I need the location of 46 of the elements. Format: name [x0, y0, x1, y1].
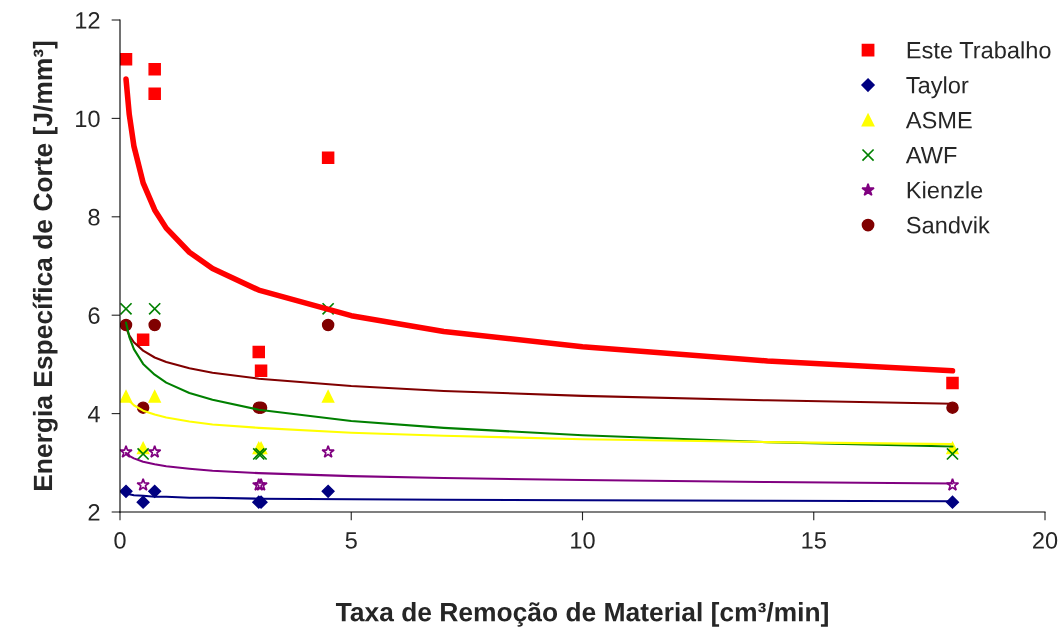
legend-label: Kienzle — [907, 181, 983, 199]
legend-label: Este Trabalho — [907, 41, 1051, 59]
point — [321, 444, 335, 458]
point — [321, 390, 335, 403]
x-tick-label: 15 — [802, 532, 826, 549]
legend-label: AWF — [905, 147, 957, 164]
x-tick-label: 0 — [114, 532, 126, 549]
point — [136, 477, 150, 491]
y-tick-label: 2 — [88, 504, 100, 521]
y-tick-label: 6 — [88, 307, 100, 324]
point — [254, 364, 268, 378]
point — [147, 444, 162, 458]
point — [252, 345, 266, 359]
point — [136, 495, 150, 509]
legend-label: ASME — [905, 111, 972, 129]
y-tick-label: 4 — [87, 405, 100, 423]
point — [321, 151, 335, 165]
point — [946, 401, 959, 414]
point — [148, 302, 162, 316]
point — [136, 333, 150, 347]
y-tick-label: 12 — [76, 12, 100, 29]
point — [148, 484, 162, 498]
point — [120, 444, 133, 458]
y-tick-label: 8 — [88, 208, 100, 226]
point — [148, 318, 161, 332]
point — [120, 302, 133, 316]
point — [148, 390, 161, 403]
point — [120, 484, 133, 498]
point — [945, 495, 960, 509]
x-tick-label: 5 — [345, 532, 357, 549]
point — [136, 447, 150, 461]
point — [321, 318, 335, 332]
point — [946, 447, 959, 461]
point — [321, 484, 335, 498]
point — [946, 376, 959, 390]
y-tick-label: 10 — [76, 110, 100, 128]
y-axis-title: Energia Específica de Corte [J/mm³] — [32, 41, 58, 491]
x-axis-title: Taxa de Remoção de Material [cm³/min] — [335, 602, 828, 627]
point — [120, 53, 133, 66]
x-tick-label: 20 — [1033, 532, 1058, 549]
point — [945, 477, 960, 491]
legend-label: Sandvik — [906, 216, 990, 234]
x-tick-label: 10 — [571, 532, 595, 549]
point — [148, 87, 161, 101]
point — [148, 62, 161, 76]
legend-label: Taylor — [906, 76, 969, 99]
